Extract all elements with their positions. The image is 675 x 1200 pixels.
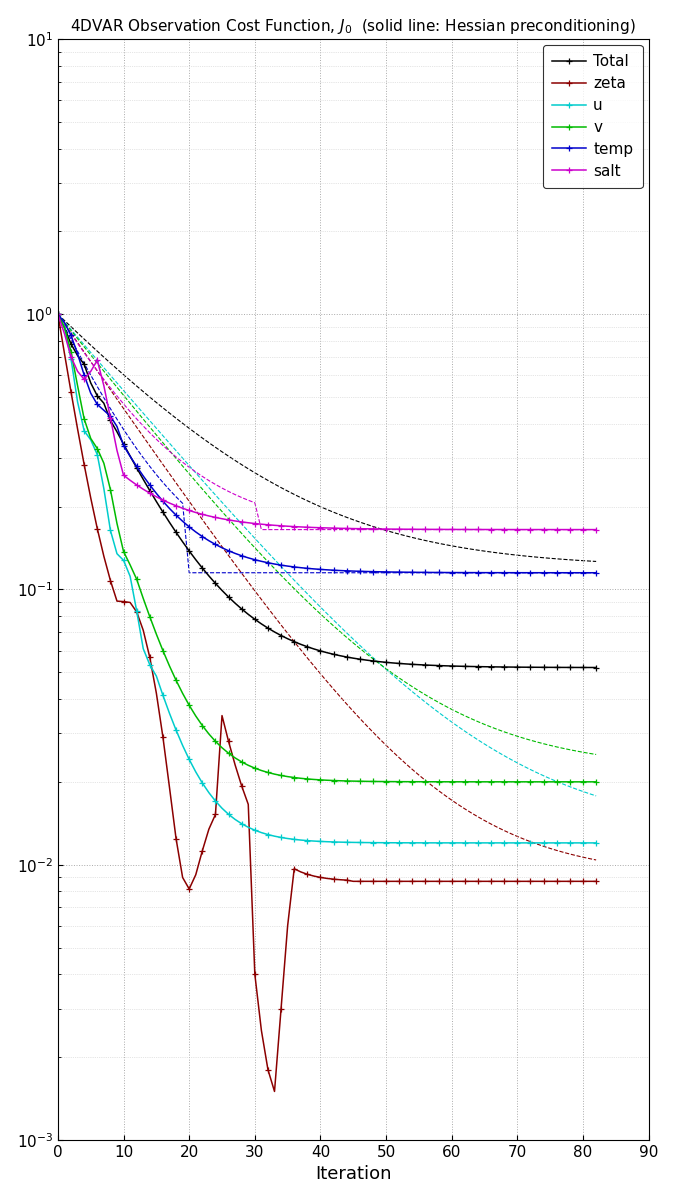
u — [165, 706, 173, 720]
u — [132, 604, 140, 618]
zeta — [54, 307, 62, 322]
v — [86, 431, 95, 445]
v — [375, 774, 383, 788]
salt — [474, 522, 482, 536]
Total — [132, 461, 140, 475]
u — [86, 433, 95, 448]
Total — [165, 515, 173, 529]
zeta — [86, 491, 95, 505]
v — [132, 572, 140, 587]
salt — [86, 364, 95, 378]
zeta — [448, 874, 456, 888]
v — [592, 775, 600, 790]
salt — [375, 522, 383, 536]
Legend: Total, zeta, u, v, temp, salt: Total, zeta, u, v, temp, salt — [543, 46, 643, 188]
u — [441, 835, 450, 850]
Total — [375, 654, 383, 668]
Total — [441, 659, 450, 673]
v — [165, 659, 173, 673]
Line: zeta: zeta — [55, 312, 599, 1094]
Line: u: u — [55, 312, 599, 846]
temp — [474, 565, 482, 580]
zeta — [132, 605, 140, 619]
X-axis label: Iteration: Iteration — [315, 1165, 392, 1183]
Total — [54, 307, 62, 322]
u — [375, 835, 383, 850]
salt — [165, 496, 173, 510]
Line: temp: temp — [55, 312, 599, 576]
salt — [132, 478, 140, 492]
u — [592, 835, 600, 850]
v — [54, 307, 62, 322]
temp — [165, 502, 173, 516]
temp — [441, 565, 450, 580]
Line: Total: Total — [55, 312, 599, 671]
zeta — [382, 874, 390, 888]
v — [474, 775, 482, 790]
Title: 4DVAR Observation Cost Function, $J_0$  (solid line: Hessian preconditioning): 4DVAR Observation Cost Function, $J_0$ (… — [70, 17, 636, 36]
Total — [86, 376, 95, 390]
u — [474, 835, 482, 850]
temp — [132, 460, 140, 474]
zeta — [271, 1085, 279, 1099]
salt — [441, 522, 450, 536]
Total — [592, 660, 600, 674]
zeta — [481, 874, 489, 888]
temp — [54, 307, 62, 322]
temp — [592, 565, 600, 580]
temp — [86, 386, 95, 401]
v — [441, 774, 450, 788]
Line: v: v — [55, 312, 599, 785]
salt — [592, 522, 600, 536]
u — [54, 307, 62, 322]
temp — [375, 564, 383, 578]
zeta — [592, 874, 600, 888]
zeta — [165, 780, 173, 794]
Total — [474, 660, 482, 674]
Line: salt: salt — [55, 312, 599, 533]
salt — [54, 307, 62, 322]
